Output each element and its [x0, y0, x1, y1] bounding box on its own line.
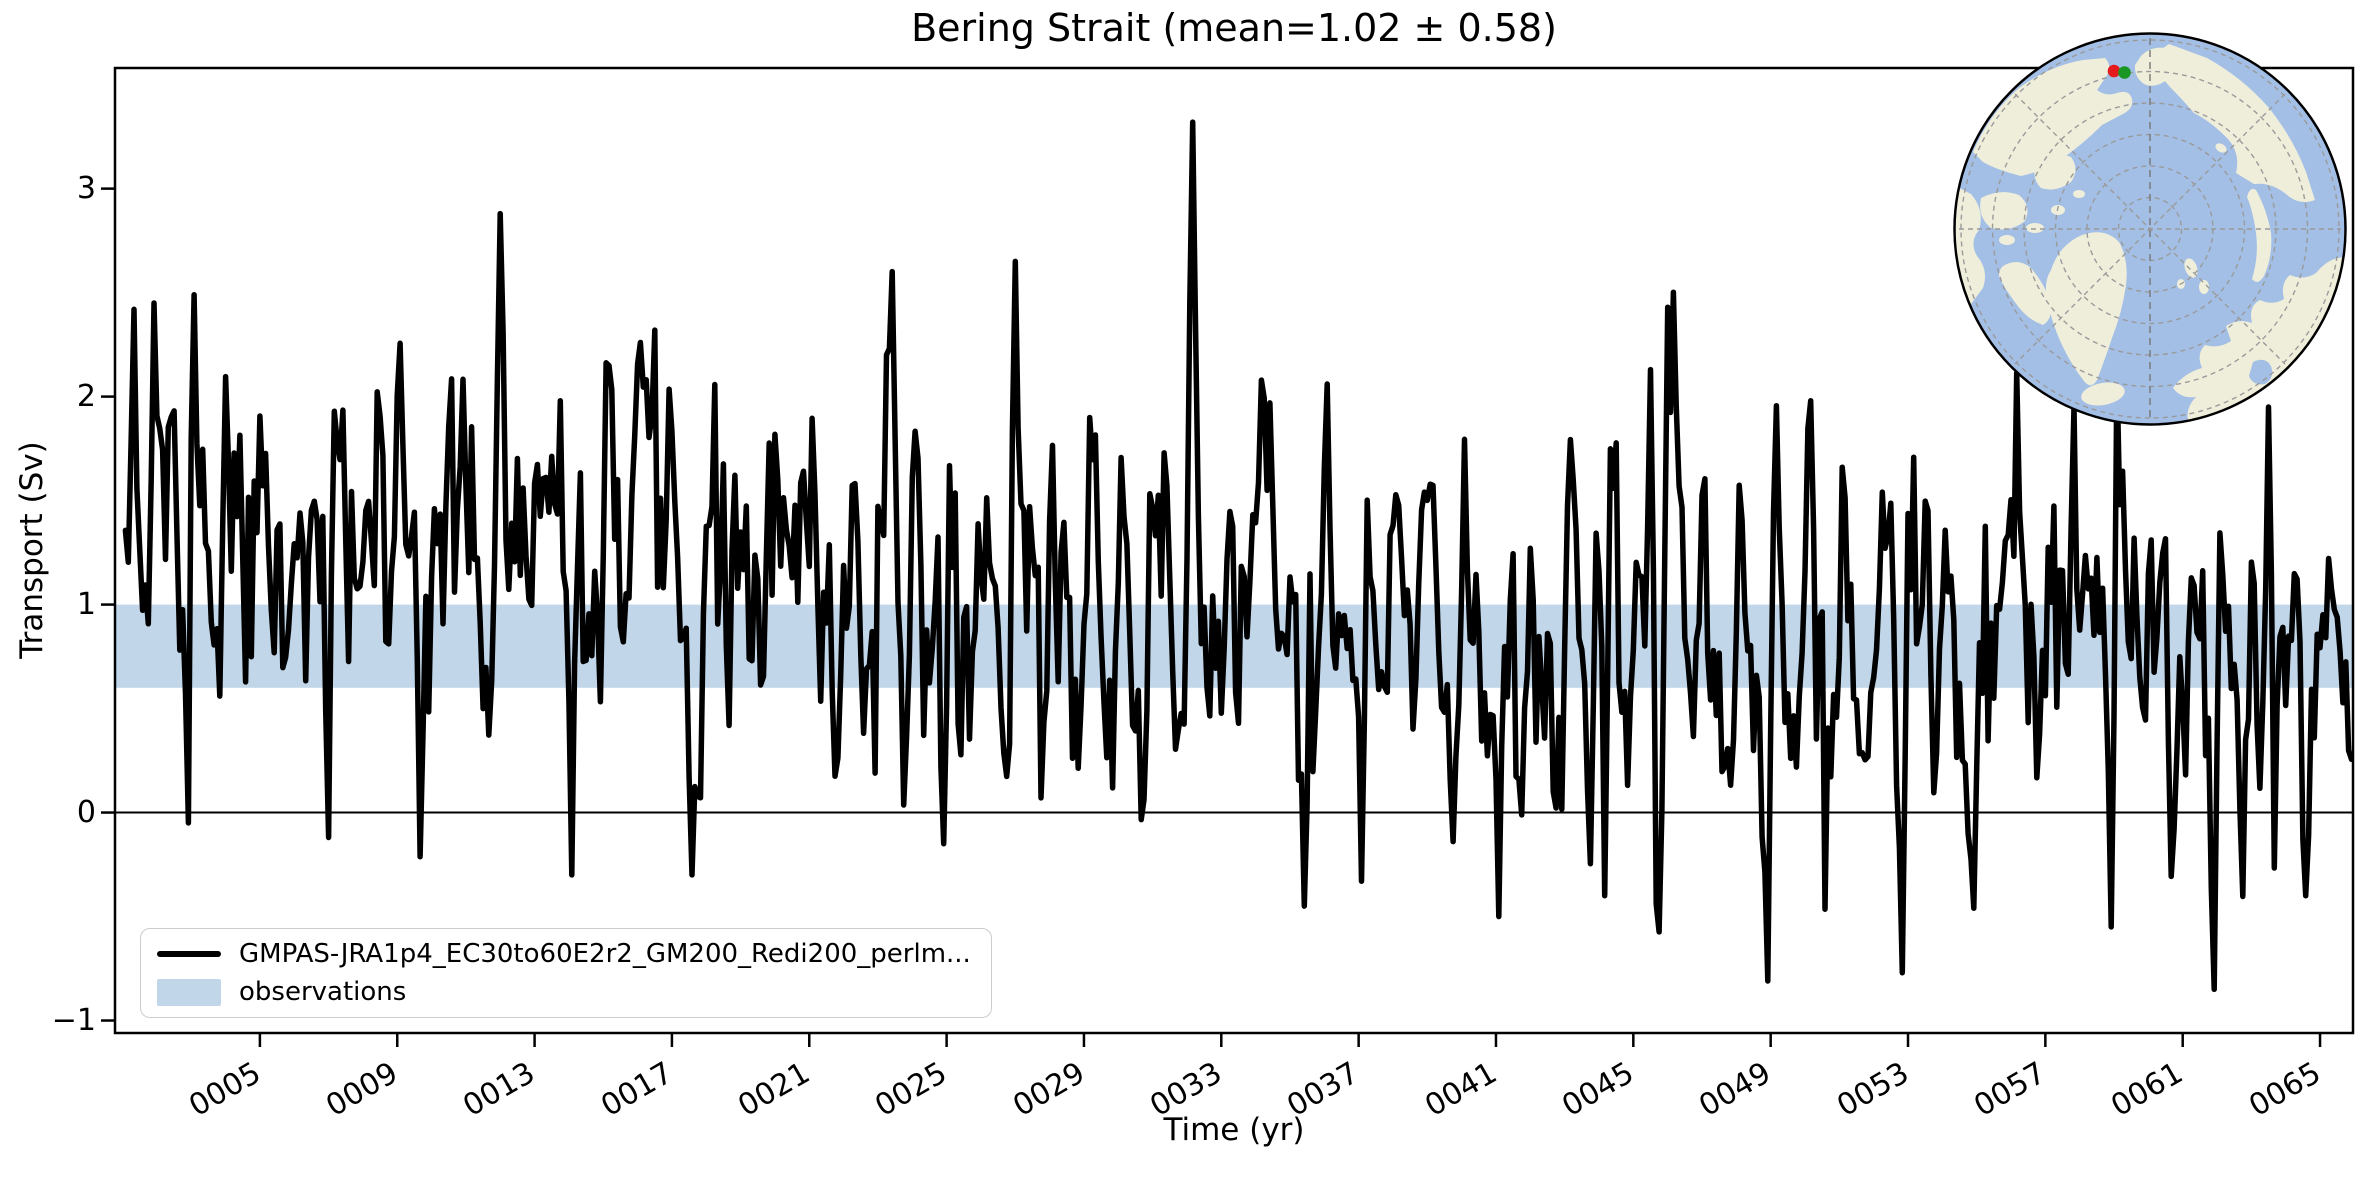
x-axis-label: Time (yr) — [1163, 1112, 1305, 1148]
y-tick-label: 3 — [76, 170, 96, 206]
map-land-island — [2026, 223, 2044, 233]
y-tick-label: 0 — [76, 794, 96, 830]
inset-map-arctic — [1953, 32, 2347, 426]
legend-line-sample — [157, 950, 221, 958]
map-land-novaya-zemlya — [2247, 188, 2272, 282]
map-land-siberia — [2150, 44, 2315, 202]
map-land-russia-scandinavia — [2173, 257, 2343, 425]
legend-entry-model: GMPAS-JRA1p4_EC30to60E2r2_GM200_Redi200_… — [157, 939, 971, 969]
legend-label-model: GMPAS-JRA1p4_EC30to60E2r2_GM200_Redi200_… — [239, 939, 971, 969]
map-land-island — [2073, 190, 2085, 198]
axes-frame — [113, 66, 2355, 1035]
map-land-svalbard — [2199, 280, 2209, 294]
map-land-island — [2215, 143, 2227, 153]
map-land-alaska — [1973, 58, 2133, 176]
legend-patch-sample — [157, 978, 221, 1006]
chart-title: Bering Strait (mean=1.02 ± 0.58) — [911, 6, 1557, 50]
legend: GMPAS-JRA1p4_EC30to60E2r2_GM200_Redi200_… — [140, 928, 992, 1018]
map-land-greenland — [2045, 232, 2127, 386]
map-land-ellesmere — [2034, 154, 2076, 190]
map-graticule — [1959, 38, 2341, 420]
model-transport-series — [122, 119, 2353, 993]
map-land-island — [1999, 235, 2015, 245]
map-border-circle — [1953, 32, 2347, 426]
bering-strait-marker-green — [2118, 66, 2131, 79]
y-tick-label: −1 — [51, 1002, 96, 1038]
map-land-baffin — [1999, 261, 2052, 325]
map-land-victoria — [1980, 192, 2028, 230]
legend-entry-observations: observations — [157, 977, 971, 1007]
bering-strait-marker-red — [2107, 64, 2121, 78]
legend-label-observations: observations — [239, 977, 407, 1007]
y-tick-label: 1 — [76, 586, 96, 622]
map-land-iceland — [2081, 382, 2125, 406]
y-tick-label: 2 — [76, 378, 96, 414]
map-land — [1954, 44, 2343, 425]
